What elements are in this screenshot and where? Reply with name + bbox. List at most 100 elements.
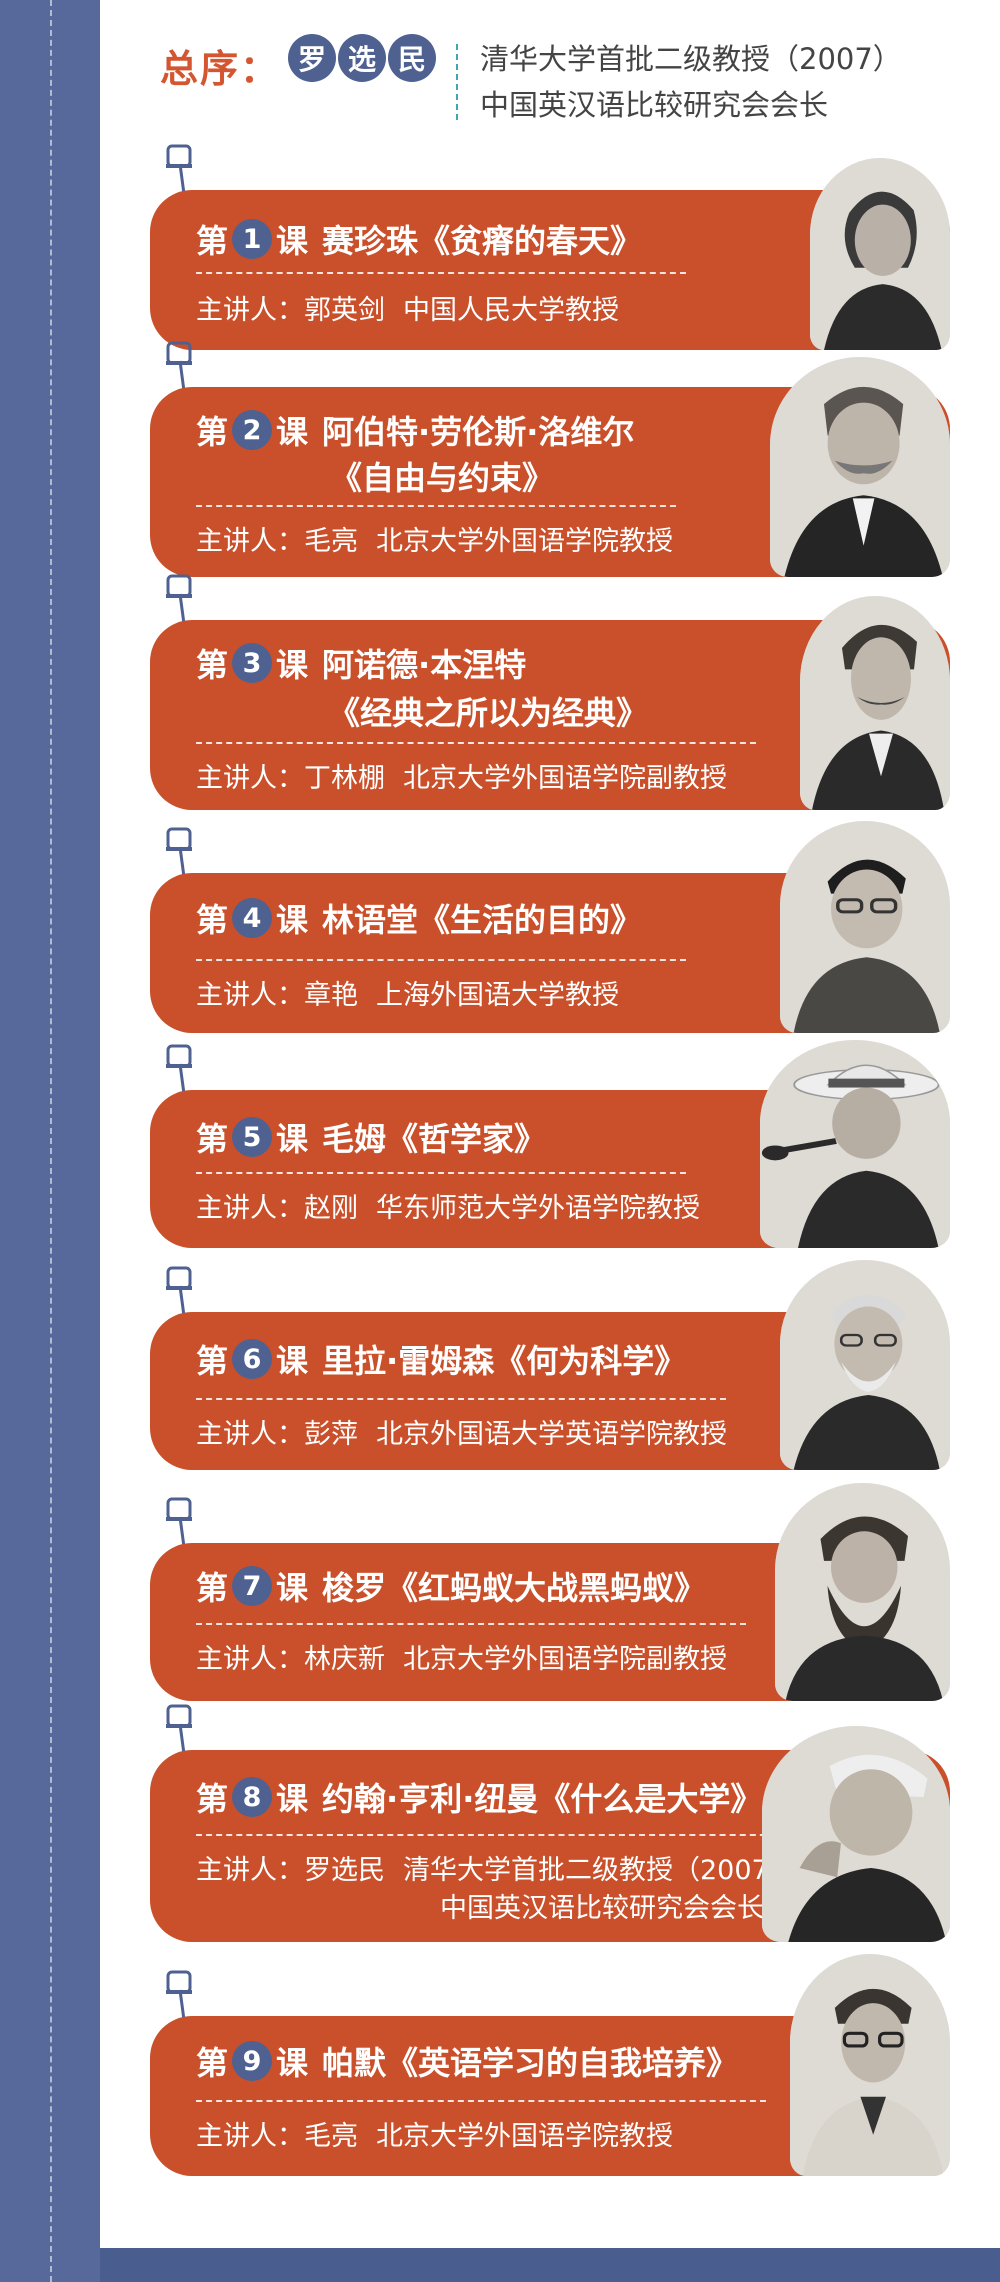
lecturer-line: 主讲人：毛亮 北京大学外国语学院教授 bbox=[196, 2114, 673, 2153]
lecturer-name: 赵刚 bbox=[304, 1193, 358, 1224]
header-title-line2: 中国英汉语比较研究会会长 bbox=[480, 88, 829, 122]
pushpin-icon bbox=[166, 574, 192, 625]
lecturer-prefix: 主讲人： bbox=[196, 526, 304, 557]
lesson-title: 林语堂《生活的目的》 bbox=[322, 901, 643, 939]
lesson-suffix: 课 bbox=[276, 901, 309, 939]
lesson-title-line2: 《经典之所以为经典》 bbox=[328, 694, 649, 732]
lesson-prefix: 第 bbox=[196, 2044, 229, 2082]
lesson-title: 阿伯特·劳伦斯·洛维尔 bbox=[322, 413, 635, 451]
lecturer-title: 中国人民大学教授 bbox=[403, 295, 619, 326]
lesson-title: 梭罗《红蚂蚁大战黑蚂蚁》 bbox=[322, 1569, 707, 1607]
lesson-divider bbox=[196, 505, 676, 507]
lesson-suffix: 课 bbox=[276, 413, 309, 451]
header-name-char: 民 bbox=[388, 34, 436, 82]
lesson-prefix: 第 bbox=[196, 901, 229, 939]
lesson-number-badge: 3 bbox=[232, 643, 273, 683]
lesson-divider bbox=[196, 1172, 686, 1174]
lecturer-name: 丁林棚 bbox=[304, 763, 385, 794]
header-label: 总序： bbox=[160, 47, 281, 91]
lesson-suffix: 课 bbox=[276, 1569, 309, 1607]
lecturer-line: 主讲人：郭英剑 中国人民大学教授 bbox=[196, 288, 619, 327]
header-name-char: 罗 bbox=[288, 34, 336, 82]
lesson-number-badge: 2 bbox=[232, 410, 273, 450]
lesson-number-badge: 6 bbox=[232, 1339, 273, 1379]
lesson-title-line: 第 5 课 毛姆《哲学家》 bbox=[196, 1114, 546, 1160]
lecturer-prefix: 主讲人： bbox=[196, 1855, 304, 1886]
lesson-title: 约翰·亨利·纽曼《什么是大学》 bbox=[322, 1780, 763, 1818]
sidebar-dashed-line bbox=[50, 0, 52, 2282]
lesson-divider bbox=[196, 959, 686, 961]
lesson-title-line: 第 2 课 阿伯特·劳伦斯·洛维尔 bbox=[196, 407, 634, 453]
pushpin-icon bbox=[166, 1970, 192, 2021]
lesson-prefix: 第 bbox=[196, 1780, 229, 1818]
lecturer-prefix: 主讲人： bbox=[196, 1644, 304, 1675]
lecturer-title: 华东师范大学外语学院教授 bbox=[376, 1193, 700, 1224]
header-divider bbox=[456, 44, 458, 120]
pushpin-icon bbox=[166, 144, 192, 195]
lesson-suffix: 课 bbox=[276, 1120, 309, 1158]
author-portrait bbox=[800, 596, 950, 810]
lesson-title: 毛姆《哲学家》 bbox=[322, 1120, 547, 1158]
lecturer-name: 毛亮 bbox=[304, 526, 358, 557]
lecturer-line: 主讲人：章艳 上海外国语大学教授 bbox=[196, 973, 619, 1012]
lecturer-prefix: 主讲人： bbox=[196, 763, 304, 794]
lecturer-name: 林庆新 bbox=[304, 1644, 385, 1675]
lecturer-line: 主讲人：彭萍 北京外国语大学英语学院教授 bbox=[196, 1412, 727, 1451]
lecturer-line: 主讲人：罗选民 清华大学首批二级教授（2007） bbox=[196, 1848, 796, 1887]
lesson-suffix: 课 bbox=[276, 1780, 309, 1818]
lesson-title-line: 第 3 课 阿诺德·本涅特 bbox=[196, 640, 526, 686]
lesson-title: 帕默《英语学习的自我培养》 bbox=[322, 2044, 739, 2082]
lesson-number-badge: 4 bbox=[232, 898, 273, 938]
lesson-title-line: 第 7 课 梭罗《红蚂蚁大战黑蚂蚁》 bbox=[196, 1563, 706, 1609]
lecturer-title: 北京外国语大学英语学院教授 bbox=[376, 1419, 727, 1450]
lesson-number-badge: 9 bbox=[232, 2041, 273, 2081]
lecturer-prefix: 主讲人： bbox=[196, 1193, 304, 1224]
pushpin-icon bbox=[166, 1266, 192, 1317]
lesson-number-badge: 1 bbox=[232, 219, 273, 259]
header-title: 清华大学首批二级教授（2007） 中国英汉语比较研究会会长 bbox=[480, 36, 902, 128]
author-portrait bbox=[760, 1040, 950, 1248]
header-name: 罗 选 民 bbox=[288, 34, 436, 82]
lecturer-line: 主讲人：毛亮 北京大学外国语学院教授 bbox=[196, 519, 673, 558]
lesson-prefix: 第 bbox=[196, 1342, 229, 1380]
author-portrait bbox=[790, 1954, 950, 2176]
author-portrait bbox=[775, 1483, 950, 1701]
lesson-title-line2: 《自由与约束》 bbox=[330, 459, 555, 497]
author-portrait bbox=[770, 357, 950, 577]
lesson-suffix: 课 bbox=[276, 646, 309, 684]
lecturer-line: 主讲人：赵刚 华东师范大学外语学院教授 bbox=[196, 1186, 700, 1225]
lesson-suffix: 课 bbox=[276, 2044, 309, 2082]
lecturer-prefix: 主讲人： bbox=[196, 980, 304, 1011]
lesson-prefix: 第 bbox=[196, 646, 229, 684]
lesson-divider bbox=[196, 1623, 746, 1625]
header-name-char: 选 bbox=[338, 34, 386, 82]
lecturer-name: 罗选民 bbox=[304, 1855, 385, 1886]
lesson-title-line: 第 8 课 约翰·亨利·纽曼《什么是大学》 bbox=[196, 1774, 762, 1820]
lesson-suffix: 课 bbox=[276, 222, 309, 260]
lesson-title-line: 第 6 课 里拉·雷姆森《何为科学》 bbox=[196, 1336, 686, 1382]
lesson-prefix: 第 bbox=[196, 222, 229, 260]
lecturer-line: 主讲人：丁林棚 北京大学外国语学院副教授 bbox=[196, 756, 727, 795]
lesson-divider bbox=[196, 1834, 786, 1836]
series-header: 总序： 罗 选 民 清华大学首批二级教授（2007） 中国英汉语比较研究会会长 bbox=[160, 30, 980, 130]
lecturer-prefix: 主讲人： bbox=[196, 295, 304, 326]
lesson-title-line: 第 4 课 林语堂《生活的目的》 bbox=[196, 895, 642, 941]
lecturer-name: 章艳 bbox=[304, 980, 358, 1011]
lesson-title: 赛珍珠《贫瘠的春天》 bbox=[322, 222, 643, 260]
lecturer-prefix: 主讲人： bbox=[196, 2121, 304, 2152]
lesson-title-line: 第 1 课 赛珍珠《贫瘠的春天》 bbox=[196, 216, 642, 262]
lecturer-line: 主讲人：林庆新 北京大学外国语学院副教授 bbox=[196, 1637, 727, 1676]
lecturer-title-line2: 中国英汉语比较研究会会长 bbox=[440, 1893, 764, 1924]
lesson-prefix: 第 bbox=[196, 1120, 229, 1158]
pushpin-icon bbox=[166, 1044, 192, 1095]
pushpin-icon bbox=[166, 341, 192, 392]
lecturer-title: 北京大学外国语学院教授 bbox=[376, 2121, 673, 2152]
lecturer-name: 彭萍 bbox=[304, 1419, 358, 1450]
pushpin-icon bbox=[166, 1704, 192, 1755]
lecturer-prefix: 主讲人： bbox=[196, 1419, 304, 1450]
lecturer-name: 郭英剑 bbox=[304, 295, 385, 326]
lecturer-title: 上海外国语大学教授 bbox=[376, 980, 619, 1011]
pushpin-icon bbox=[166, 827, 192, 878]
lecturer-title: 北京大学外国语学院副教授 bbox=[403, 763, 727, 794]
header-title-line1: 清华大学首批二级教授（2007） bbox=[480, 42, 902, 76]
